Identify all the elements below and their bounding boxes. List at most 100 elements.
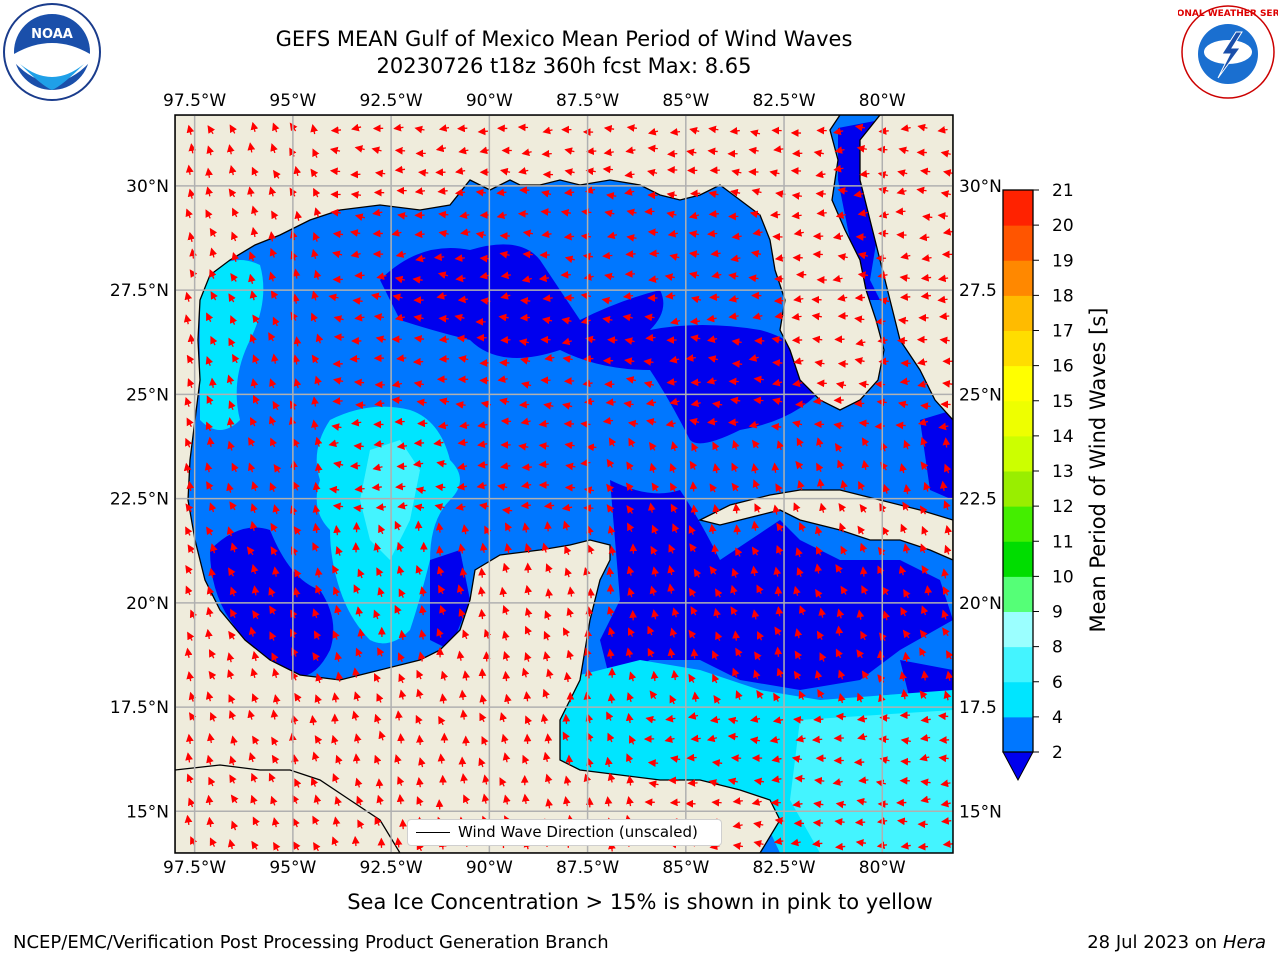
wind-wave-arrow bbox=[856, 714, 868, 723]
wind-wave-arrow bbox=[562, 713, 571, 725]
wind-wave-arrow bbox=[522, 754, 530, 765]
wind-wave-arrow bbox=[606, 711, 614, 721]
wind-wave-arrow bbox=[251, 481, 259, 492]
wind-wave-arrow bbox=[603, 148, 614, 157]
wind-wave-arrow bbox=[394, 520, 402, 531]
wind-wave-arrow bbox=[205, 691, 214, 702]
wind-wave-arrow bbox=[877, 171, 888, 179]
wind-wave-arrow bbox=[542, 751, 551, 762]
wind-wave-arrow bbox=[454, 254, 465, 263]
wind-wave-arrow bbox=[754, 503, 762, 513]
wind-wave-arrow bbox=[792, 800, 803, 808]
wind-wave-arrow bbox=[811, 735, 823, 744]
wind-wave-arrow bbox=[502, 630, 510, 641]
wind-wave-arrow bbox=[209, 502, 217, 513]
colorbar-tick-label: 17 bbox=[1052, 322, 1074, 342]
lat-tick-label-right: 27.5 bbox=[959, 281, 997, 301]
wind-wave-arrow bbox=[812, 839, 823, 848]
wind-wave-arrow bbox=[854, 315, 865, 324]
wind-wave-arrow bbox=[715, 588, 723, 598]
wind-wave-arrow bbox=[230, 542, 238, 553]
wind-wave-arrow bbox=[396, 793, 405, 805]
wind-wave-arrow bbox=[230, 273, 238, 282]
wind-wave-arrow bbox=[709, 483, 718, 493]
wind-wave-arrow bbox=[708, 209, 719, 218]
wind-wave-arrow bbox=[331, 734, 339, 745]
wind-wave-arrow bbox=[669, 128, 681, 136]
wind-wave-arrow bbox=[814, 776, 825, 785]
wind-wave-arrow bbox=[538, 442, 549, 450]
wind-wave-arrow bbox=[501, 733, 509, 744]
wind-wave-arrow bbox=[838, 522, 847, 533]
wind-wave-arrow bbox=[455, 167, 466, 175]
wind-wave-arrow bbox=[753, 820, 764, 829]
wind-wave-arrow bbox=[417, 168, 429, 177]
wind-wave-arrow bbox=[185, 503, 194, 513]
wind-wave-arrow bbox=[455, 401, 466, 409]
colorbar-tick-label: 21 bbox=[1052, 181, 1074, 201]
wind-wave-arrow bbox=[775, 483, 783, 493]
wind-wave-arrow bbox=[940, 779, 951, 788]
wind-wave-arrow bbox=[310, 312, 319, 323]
wind-wave-arrow bbox=[273, 841, 281, 852]
wind-wave-arrow bbox=[645, 715, 656, 724]
wind-wave-arrow bbox=[919, 647, 927, 657]
wind-wave-arrow bbox=[524, 607, 533, 618]
wind-wave-arrow bbox=[938, 422, 949, 431]
wind-wave-arrow bbox=[479, 542, 488, 553]
wind-wave-arrow bbox=[185, 565, 193, 575]
wind-wave-arrow bbox=[728, 312, 739, 321]
wind-wave-arrow bbox=[456, 650, 465, 661]
wind-wave-arrow bbox=[919, 733, 931, 742]
wind-wave-arrow bbox=[690, 295, 702, 304]
wind-wave-arrow bbox=[773, 296, 785, 305]
wind-wave-arrow bbox=[732, 821, 743, 830]
wind-wave-arrow bbox=[313, 269, 322, 280]
wind-wave-arrow bbox=[416, 796, 424, 806]
wind-wave-arrow bbox=[226, 652, 235, 663]
wind-wave-arrow bbox=[500, 336, 511, 344]
wind-wave-arrow bbox=[753, 396, 764, 405]
wind-wave-arrow bbox=[837, 187, 848, 195]
wind-wave-arrow bbox=[206, 145, 214, 156]
wind-wave-arrow bbox=[917, 358, 928, 366]
wind-wave-arrow bbox=[439, 604, 447, 615]
wind-wave-arrow bbox=[649, 462, 657, 473]
wind-wave-arrow bbox=[730, 188, 741, 197]
colorbar-bin bbox=[1003, 365, 1033, 402]
wind-wave-arrow bbox=[833, 127, 844, 136]
wind-wave-arrow bbox=[524, 543, 533, 554]
wind-wave-arrow bbox=[644, 313, 655, 322]
wind-wave-arrow bbox=[944, 463, 952, 474]
wind-wave-arrow bbox=[769, 210, 781, 219]
date-stamp-date: 28 Jul 2023 on bbox=[1087, 932, 1223, 953]
wind-wave-arrow bbox=[417, 651, 426, 662]
wind-wave-arrow bbox=[899, 274, 910, 282]
wind-wave-arrow bbox=[504, 693, 512, 704]
wind-wave-arrow bbox=[875, 317, 886, 326]
wind-wave-arrow bbox=[564, 255, 575, 264]
colorbar-tick-label: 11 bbox=[1052, 532, 1074, 552]
wind-wave-arrow bbox=[397, 211, 408, 220]
wind-wave-arrow bbox=[920, 167, 931, 176]
wind-wave-arrow bbox=[540, 713, 549, 724]
wind-wave-arrow bbox=[251, 693, 259, 703]
wind-wave-arrow bbox=[228, 567, 236, 577]
wind-wave-arrow bbox=[691, 691, 700, 702]
wind-wave-arrow bbox=[919, 629, 928, 639]
wind-wave-arrow bbox=[628, 671, 637, 682]
wind-wave-arrow bbox=[941, 568, 949, 579]
wind-wave-arrow bbox=[900, 841, 911, 850]
wind-wave-arrow bbox=[435, 522, 444, 533]
lat-tick-label-left: 25°N bbox=[126, 385, 169, 405]
wind-wave-arrow bbox=[542, 126, 553, 135]
wind-wave-arrow bbox=[814, 670, 823, 681]
wind-wave-arrow bbox=[350, 170, 361, 179]
colorbar-tick-label: 12 bbox=[1052, 497, 1074, 517]
wind-wave-arrow bbox=[666, 378, 677, 386]
wind-wave-arrow bbox=[294, 778, 302, 788]
wind-wave-arrow bbox=[352, 753, 361, 764]
wind-wave-arrow bbox=[649, 585, 658, 596]
wind-wave-arrow bbox=[499, 250, 510, 259]
wind-wave-arrow bbox=[859, 169, 870, 178]
